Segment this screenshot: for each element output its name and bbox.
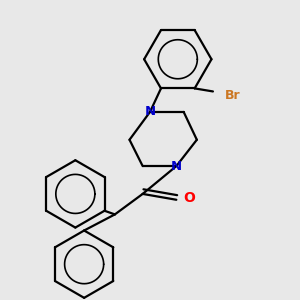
Text: Br: Br bbox=[225, 89, 240, 102]
Text: O: O bbox=[184, 191, 196, 205]
Text: N: N bbox=[144, 105, 156, 119]
Text: N: N bbox=[171, 160, 182, 172]
